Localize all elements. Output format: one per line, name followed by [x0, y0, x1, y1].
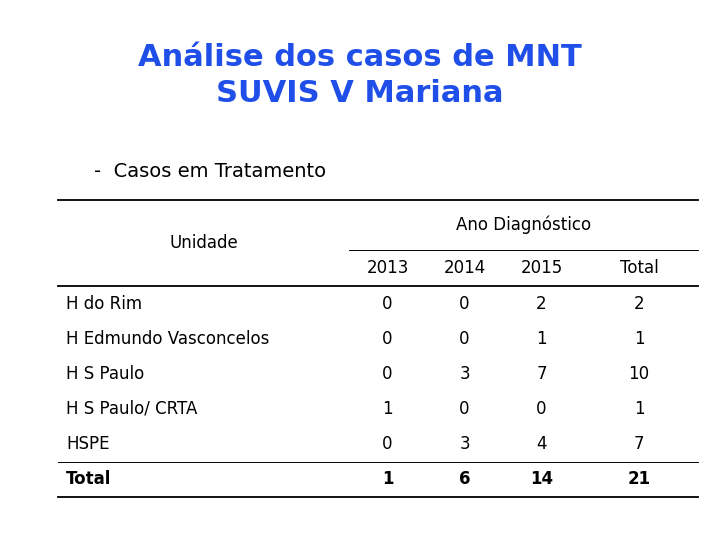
- Text: 2014: 2014: [444, 259, 485, 277]
- Text: -  Casos em Tratamento: - Casos em Tratamento: [94, 162, 325, 181]
- Text: 1: 1: [634, 400, 644, 418]
- Text: Unidade: Unidade: [169, 234, 238, 252]
- Text: 0: 0: [459, 329, 469, 348]
- Text: Total: Total: [66, 470, 112, 488]
- Text: H Edmundo Vasconcelos: H Edmundo Vasconcelos: [66, 329, 269, 348]
- Text: Ano Diagnóstico: Ano Diagnóstico: [456, 216, 591, 234]
- Text: 1: 1: [634, 329, 644, 348]
- Text: 1: 1: [536, 329, 546, 348]
- Text: 0: 0: [382, 329, 393, 348]
- Text: 2: 2: [634, 294, 644, 313]
- Text: 0: 0: [459, 294, 469, 313]
- Text: H S Paulo: H S Paulo: [66, 365, 145, 383]
- Text: 3: 3: [459, 365, 470, 383]
- Text: 0: 0: [459, 400, 469, 418]
- Text: 2015: 2015: [521, 259, 562, 277]
- Text: 4: 4: [536, 435, 546, 453]
- Text: 0: 0: [536, 400, 546, 418]
- Text: H do Rim: H do Rim: [66, 294, 143, 313]
- Text: 14: 14: [530, 470, 553, 488]
- Text: 2: 2: [536, 294, 546, 313]
- Text: 7: 7: [634, 435, 644, 453]
- Text: 7: 7: [536, 365, 546, 383]
- Text: 2013: 2013: [366, 259, 409, 277]
- Text: HSPE: HSPE: [66, 435, 109, 453]
- Text: 0: 0: [382, 294, 393, 313]
- Text: Análise dos casos de MNT
SUVIS V Mariana: Análise dos casos de MNT SUVIS V Mariana: [138, 43, 582, 108]
- Text: 1: 1: [382, 470, 393, 488]
- Text: 10: 10: [629, 365, 649, 383]
- Text: H S Paulo/ CRTA: H S Paulo/ CRTA: [66, 400, 197, 418]
- Text: Total: Total: [620, 259, 659, 277]
- Text: 21: 21: [628, 470, 651, 488]
- Text: 0: 0: [382, 365, 393, 383]
- Text: 6: 6: [459, 470, 470, 488]
- Text: 0: 0: [382, 435, 393, 453]
- Text: 3: 3: [459, 435, 470, 453]
- Text: 1: 1: [382, 400, 393, 418]
